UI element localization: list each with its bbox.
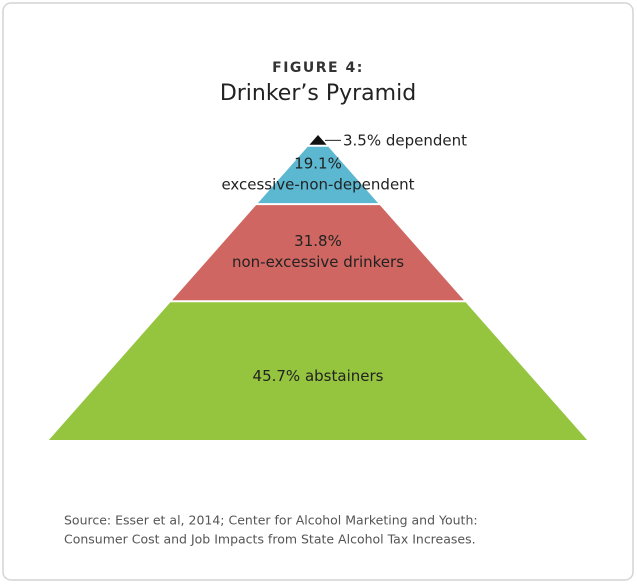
source-line: Source: Esser et al, 2014; Center for Al… — [64, 513, 478, 528]
category-label: dependent — [386, 131, 467, 149]
pyramid-segment — [172, 205, 464, 301]
value-label: 45.7% — [253, 367, 301, 385]
value-label: 19.1% — [294, 154, 342, 172]
pyramid-segment — [309, 135, 327, 145]
value-label: 31.8% — [294, 232, 342, 250]
category-label: excessive-non-dependent — [221, 175, 414, 193]
pyramid-segment — [48, 302, 588, 440]
chart-subtitle: Drinker’s Pyramid — [220, 81, 416, 106]
value-label: 3.5% — [343, 131, 381, 149]
category-label: abstainers — [305, 367, 384, 385]
category-label: non-excessive drinkers — [232, 253, 404, 271]
segment-label: 3.5% dependent — [343, 131, 467, 149]
chart-title: FIGURE 4: — [272, 60, 364, 76]
pyramid-segment — [257, 146, 379, 204]
segment-label: 45.7% abstainers — [253, 367, 384, 385]
source-line: Consumer Cost and Job Impacts from State… — [64, 532, 476, 547]
